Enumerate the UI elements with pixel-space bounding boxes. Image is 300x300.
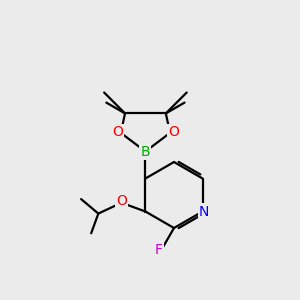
Text: O: O bbox=[112, 125, 123, 139]
Text: N: N bbox=[199, 205, 209, 218]
Text: O: O bbox=[168, 125, 179, 139]
Text: B: B bbox=[141, 145, 150, 158]
Text: O: O bbox=[116, 194, 127, 208]
Text: F: F bbox=[155, 243, 163, 257]
